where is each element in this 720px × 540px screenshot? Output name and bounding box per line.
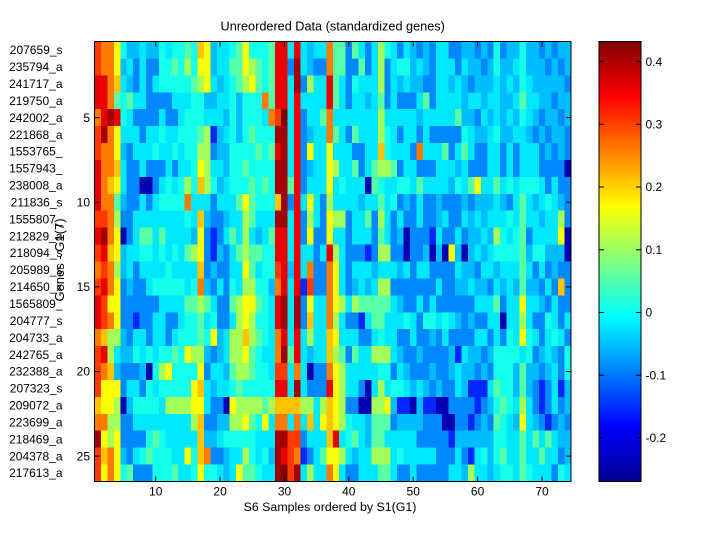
svg-text:217613_a: 217613_a — [9, 466, 63, 480]
svg-text:223699_a: 223699_a — [9, 416, 63, 430]
svg-text:1555807_: 1555807_ — [9, 212, 63, 226]
svg-text:204777_s: 204777_s — [10, 314, 63, 328]
svg-text:70: 70 — [535, 485, 549, 499]
svg-text:10: 10 — [149, 485, 163, 499]
svg-text:20: 20 — [213, 485, 227, 499]
svg-text:205989_s: 205989_s — [10, 263, 63, 277]
svg-text:212829_a: 212829_a — [9, 229, 63, 243]
svg-text:242002_a: 242002_a — [9, 111, 63, 125]
svg-text:235794_a: 235794_a — [9, 60, 63, 74]
svg-text:S6 Samples ordered by S1(G1): S6 Samples ordered by S1(G1) — [244, 500, 417, 514]
svg-text:241717_a: 241717_a — [9, 77, 63, 91]
svg-text:5: 5 — [83, 111, 90, 125]
svg-text:238008_a: 238008_a — [9, 179, 63, 193]
svg-text:15: 15 — [77, 280, 91, 294]
svg-text:242765_a: 242765_a — [9, 348, 63, 362]
svg-text:60: 60 — [471, 485, 485, 499]
svg-text:0: 0 — [646, 306, 653, 320]
svg-text:232388_a: 232388_a — [9, 365, 63, 379]
svg-text:-0.1: -0.1 — [646, 368, 667, 382]
svg-text:0.2: 0.2 — [646, 180, 663, 194]
svg-text:218469_a: 218469_a — [9, 432, 63, 446]
svg-text:Genes - G1(7): Genes - G1(7) — [52, 218, 67, 301]
svg-text:0.1: 0.1 — [646, 243, 663, 257]
svg-text:204378_a: 204378_a — [9, 449, 63, 463]
svg-text:211836_s: 211836_s — [11, 196, 63, 210]
svg-text:1565809_: 1565809_ — [9, 297, 63, 311]
svg-text:0.4: 0.4 — [646, 55, 663, 69]
svg-text:0.3: 0.3 — [646, 118, 663, 132]
svg-text:214650_x: 214650_x — [10, 280, 63, 294]
svg-text:25: 25 — [77, 449, 91, 463]
svg-text:20: 20 — [77, 365, 91, 379]
svg-text:1553765_: 1553765_ — [9, 145, 63, 159]
svg-text:219750_a: 219750_a — [9, 94, 63, 108]
svg-text:204733_a: 204733_a — [9, 331, 63, 345]
svg-text:-0.2: -0.2 — [646, 431, 667, 445]
svg-text:50: 50 — [407, 485, 421, 499]
svg-text:Unreordered Data (standardized: Unreordered Data (standardized genes) — [221, 20, 445, 34]
svg-text:218094_s: 218094_s — [10, 246, 63, 260]
svg-text:30: 30 — [278, 485, 292, 499]
svg-text:10: 10 — [77, 196, 91, 210]
svg-text:207323_s: 207323_s — [10, 382, 63, 396]
svg-text:1557943_: 1557943_ — [9, 162, 63, 176]
svg-text:209072_a: 209072_a — [9, 399, 63, 413]
svg-text:40: 40 — [342, 485, 356, 499]
svg-text:207659_s: 207659_s — [10, 43, 63, 57]
svg-text:221868_a: 221868_a — [9, 128, 63, 142]
